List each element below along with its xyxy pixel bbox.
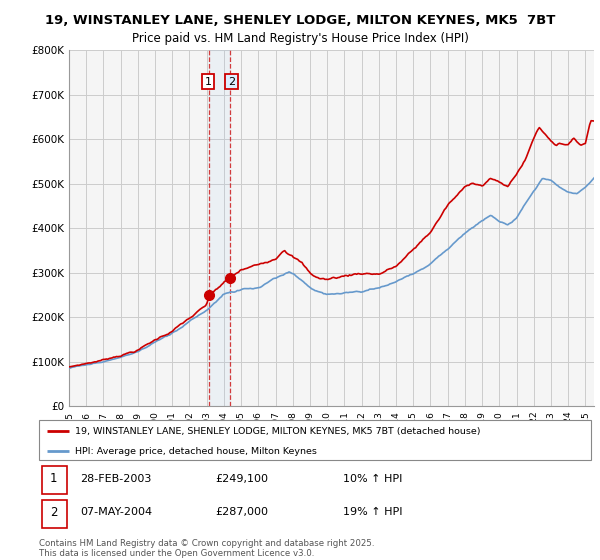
Text: 10% ↑ HPI: 10% ↑ HPI: [343, 474, 402, 484]
Text: £287,000: £287,000: [215, 507, 269, 517]
Text: 1: 1: [50, 473, 58, 486]
Text: 1: 1: [205, 77, 212, 86]
Bar: [209, 50, 230, 406]
Text: Contains HM Land Registry data © Crown copyright and database right 2025.
This d: Contains HM Land Registry data © Crown c…: [39, 539, 374, 558]
Text: Price paid vs. HM Land Registry's House Price Index (HPI): Price paid vs. HM Land Registry's House …: [131, 32, 469, 45]
Text: HPI: Average price, detached house, Milton Keynes: HPI: Average price, detached house, Milt…: [75, 447, 317, 456]
FancyBboxPatch shape: [39, 420, 591, 460]
FancyBboxPatch shape: [42, 466, 67, 494]
Text: 19, WINSTANLEY LANE, SHENLEY LODGE, MILTON KEYNES, MK5 7BT (detached house): 19, WINSTANLEY LANE, SHENLEY LODGE, MILT…: [75, 427, 481, 436]
Text: 19, WINSTANLEY LANE, SHENLEY LODGE, MILTON KEYNES, MK5  7BT: 19, WINSTANLEY LANE, SHENLEY LODGE, MILT…: [45, 14, 555, 27]
Text: 2: 2: [50, 506, 58, 519]
FancyBboxPatch shape: [42, 500, 67, 528]
Text: 2: 2: [228, 77, 235, 86]
Text: 07-MAY-2004: 07-MAY-2004: [80, 507, 152, 517]
Text: 28-FEB-2003: 28-FEB-2003: [80, 474, 152, 484]
Text: 19% ↑ HPI: 19% ↑ HPI: [343, 507, 402, 517]
Text: £249,100: £249,100: [215, 474, 269, 484]
